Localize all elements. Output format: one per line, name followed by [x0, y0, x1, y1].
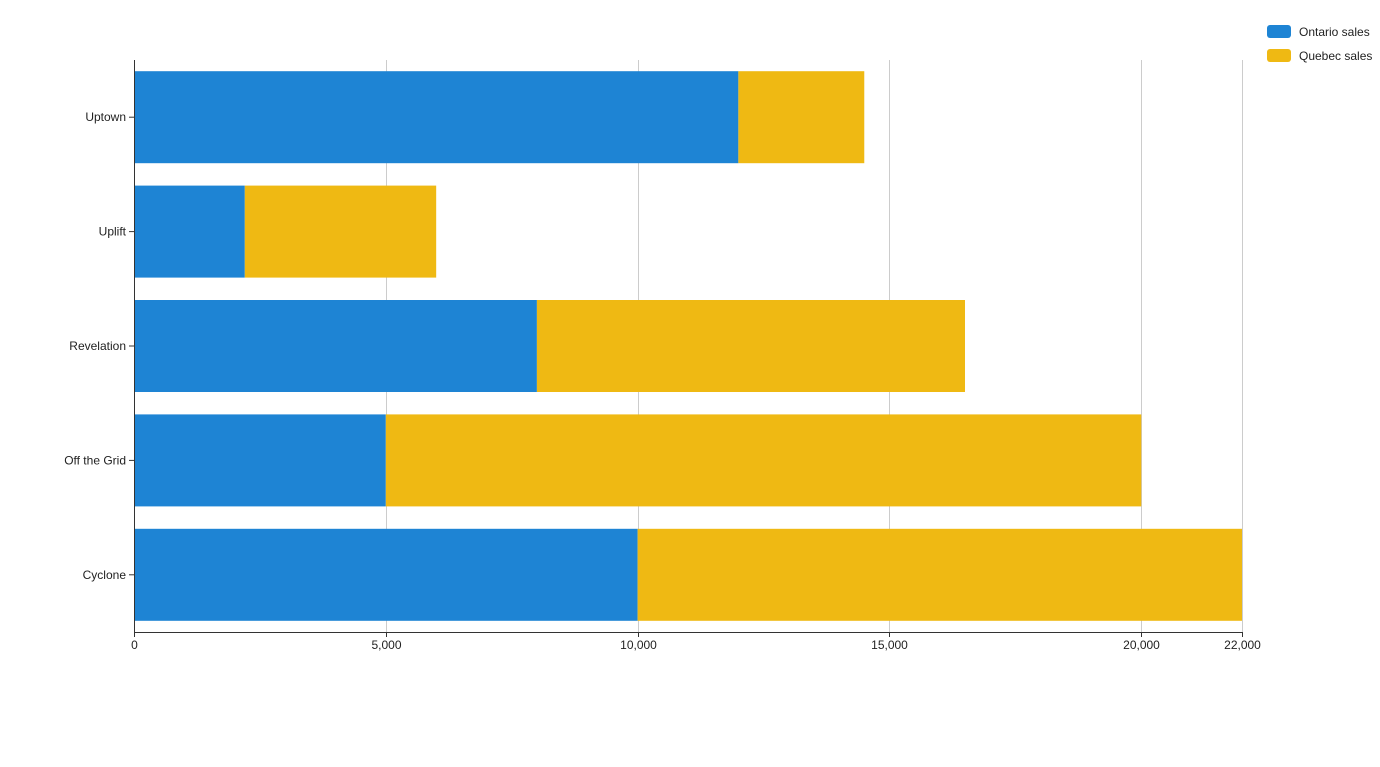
bar-segment	[536, 300, 965, 392]
x-tick-label: 10,000	[620, 638, 657, 652]
legend-label: Ontario sales	[1299, 25, 1370, 39]
bar-segment	[134, 414, 386, 507]
category-label: Cyclone	[83, 568, 127, 582]
bar-segment	[134, 185, 245, 278]
bars	[134, 71, 1242, 621]
category-label: Off the Grid	[64, 453, 126, 467]
legend-swatch	[1267, 49, 1291, 62]
bar-segment	[385, 414, 1142, 507]
bar-segment	[134, 528, 638, 621]
legend-swatch	[1267, 25, 1291, 38]
bar-segment	[134, 71, 739, 164]
x-tick-label: 15,000	[871, 638, 908, 652]
x-tick-label: 5,000	[371, 638, 401, 652]
bar-segment	[134, 300, 537, 392]
category-label: Uplift	[99, 225, 127, 239]
x-tick-label: 0	[131, 638, 138, 652]
legend: Ontario sales Quebec sales	[1267, 25, 1372, 63]
bar-segment	[738, 71, 865, 164]
bar-segment	[637, 528, 1242, 621]
category-label: Uptown	[85, 110, 126, 124]
x-tick-label: 20,000	[1123, 638, 1160, 652]
axes: 0 5,000 10,000 15,000 20,000 22,000 Uptown Upli…	[64, 60, 1261, 652]
bar-segment	[244, 185, 437, 278]
x-tick-label: 22,000	[1224, 638, 1261, 652]
category-label: Revelation	[69, 339, 126, 353]
legend-label: Quebec sales	[1299, 49, 1372, 63]
